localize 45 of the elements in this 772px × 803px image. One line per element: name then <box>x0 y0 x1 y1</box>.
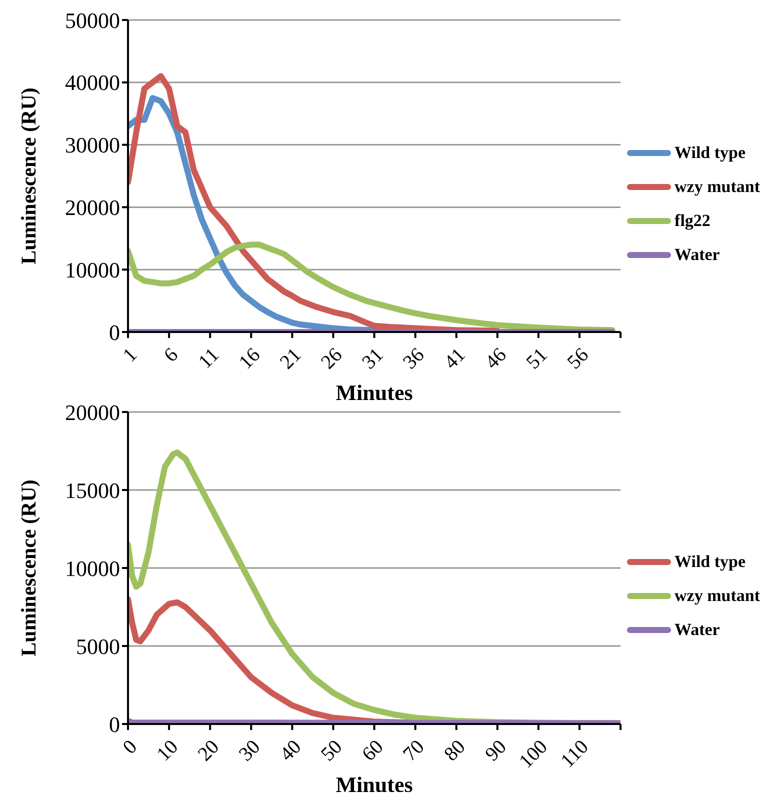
y-tick-label: 10000 <box>65 257 120 282</box>
x-tick-label: 100 <box>515 736 552 773</box>
y-tick-label: 50000 <box>65 8 120 33</box>
x-tick-label: 40 <box>276 736 306 766</box>
legend-label: wzy mutant <box>674 177 760 197</box>
y-tick-label: 0 <box>109 320 120 345</box>
x-tick-label: 11 <box>194 344 224 374</box>
x-tick-label: 36 <box>399 344 429 374</box>
x-tick-label: 80 <box>440 736 470 766</box>
x-tick-label: 1 <box>118 344 142 367</box>
legend-label: flg22 <box>674 211 710 231</box>
y-axis-title: Luminescence (RU) <box>16 88 40 264</box>
x-tick-label: 16 <box>234 344 265 374</box>
x-axis-title: Minutes <box>336 772 414 797</box>
x-tick-label: 60 <box>358 736 388 766</box>
legend-label: Wild type <box>674 552 746 572</box>
y-tick-label: 0 <box>109 712 120 737</box>
x-tick-label: 110 <box>556 736 593 772</box>
x-tick-label: 41 <box>440 344 470 374</box>
x-tick-label: 10 <box>152 736 182 766</box>
y-axis-title: Luminescence (RU) <box>16 480 40 656</box>
legend-label: Water <box>674 245 720 265</box>
y-tick-label: 20000 <box>65 195 120 220</box>
x-tick-label: 6 <box>160 344 182 367</box>
x-tick-label: 21 <box>276 344 306 374</box>
legend-label: Wild type <box>674 143 746 163</box>
x-tick-label: 26 <box>316 344 347 374</box>
y-tick-label: 30000 <box>65 132 120 158</box>
legend-label: wzy mutant <box>674 586 760 606</box>
y-tick-label: 40000 <box>65 70 120 96</box>
x-tick-label: 70 <box>399 736 429 766</box>
x-tick-label: 46 <box>481 344 511 374</box>
y-tick-label: 5000 <box>76 634 120 659</box>
x-tick-label: 90 <box>481 736 511 766</box>
x-axis-title: Minutes <box>336 380 414 405</box>
legend-label: Water <box>674 620 720 640</box>
x-tick-label: 31 <box>358 344 388 374</box>
y-tick-label: 20000 <box>65 400 120 425</box>
y-tick-label: 15000 <box>65 478 120 503</box>
x-tick-label: 50 <box>316 736 347 766</box>
x-tick-label: 56 <box>563 344 593 374</box>
x-tick-label: 30 <box>234 736 265 766</box>
y-tick-label: 10000 <box>65 556 120 581</box>
x-tick-label: 51 <box>522 344 552 374</box>
x-tick-label: 20 <box>194 736 224 766</box>
